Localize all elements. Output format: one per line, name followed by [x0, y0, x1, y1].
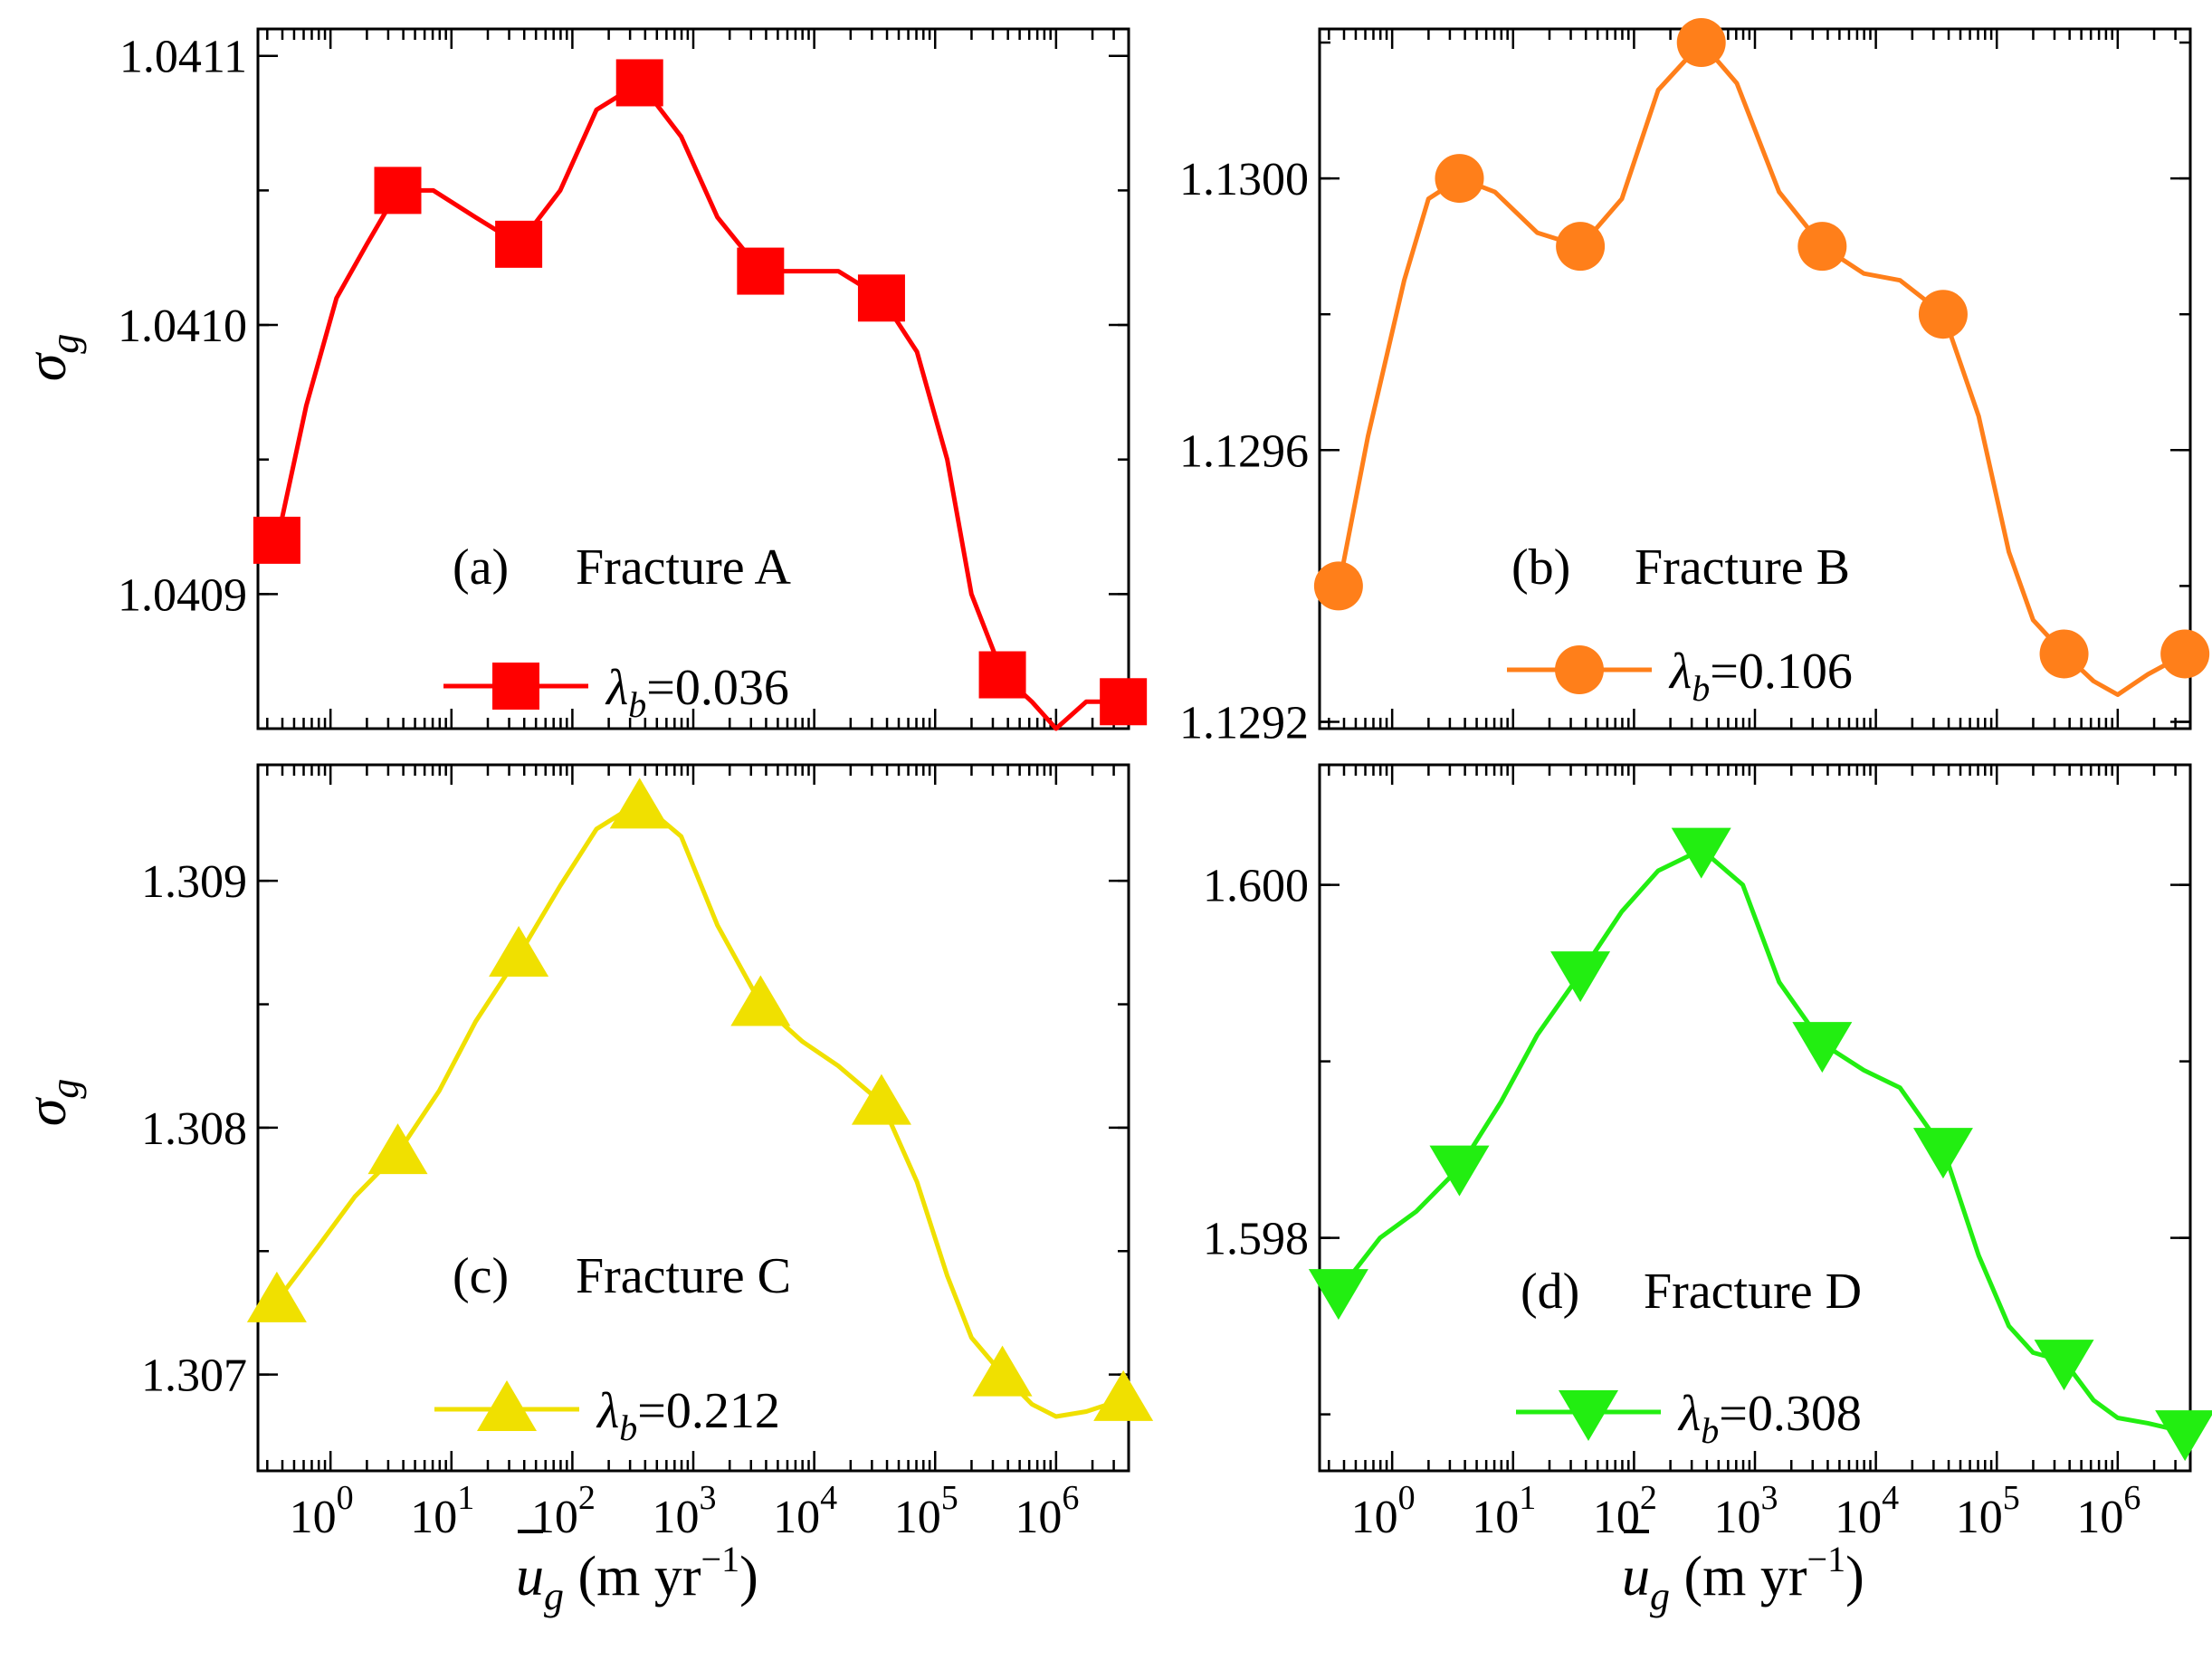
data-point — [1093, 1369, 1154, 1421]
y-tick-label: 1.307 — [141, 1350, 247, 1402]
x-tick-label: 102 — [1593, 1479, 1657, 1543]
data-point — [1912, 1128, 1973, 1179]
plot-frame — [256, 27, 1130, 730]
data-point — [1918, 290, 1968, 339]
svg-text:ug (m yr−1): ug (m yr−1) — [516, 1539, 758, 1618]
x-tick-label: 105 — [1956, 1479, 2020, 1543]
fracture-label: Fracture B — [1635, 539, 1850, 596]
legend-label: λb=0.036 — [605, 660, 789, 725]
data-point — [246, 1271, 307, 1322]
y-tick-label: 1.0409 — [118, 569, 247, 621]
data-point — [857, 274, 905, 322]
data-point — [489, 926, 549, 977]
y-tick-label: 1.0411 — [119, 32, 247, 83]
y-axis-title-bottom: σg — [16, 1079, 87, 1127]
fracture-label: Fracture A — [576, 539, 791, 596]
y-tick-label: 1.308 — [141, 1103, 247, 1155]
y-tick-label: 1.1296 — [1179, 425, 1309, 477]
y-tick-label: 1.598 — [1203, 1214, 1309, 1265]
legend-label: λb=0.212 — [596, 1383, 780, 1448]
data-point — [1671, 827, 1731, 879]
legend-label: λb=0.106 — [1668, 644, 1853, 709]
data-point — [367, 1123, 428, 1175]
x-tick-label: 100 — [290, 1479, 354, 1543]
series-line — [275, 799, 1125, 1419]
data-point — [737, 247, 785, 295]
data-point — [1556, 222, 1606, 272]
series-line — [1336, 40, 2187, 697]
data-point — [495, 220, 543, 268]
legend-marker — [1559, 1390, 1618, 1441]
x-tick-label: 101 — [410, 1479, 474, 1543]
panel-label: (a) — [453, 539, 509, 596]
data-point — [1313, 561, 1363, 611]
legend-marker — [492, 663, 539, 710]
data-point — [972, 1345, 1033, 1397]
y-tick-label: 1.0410 — [118, 301, 247, 352]
data-point — [1435, 154, 1484, 204]
panel-label: (c) — [453, 1248, 509, 1304]
data-point — [1429, 1145, 1490, 1197]
x-axis-title-left: ug (m yr−1) — [516, 1530, 758, 1618]
x-tick-label: 104 — [773, 1479, 837, 1543]
y-tick-label: 1.1292 — [1179, 697, 1309, 749]
y-axis-title-top: σg — [16, 334, 87, 382]
x-tick-label: 106 — [1015, 1479, 1079, 1543]
x-tick-label: 100 — [1351, 1479, 1416, 1543]
svg-text:ug (m yr−1): ug (m yr−1) — [1622, 1539, 1864, 1618]
x-tick-label: 106 — [2076, 1479, 2140, 1543]
y-tick-label: 1.1300 — [1179, 154, 1309, 205]
data-point — [2160, 629, 2210, 679]
data-point — [1792, 1022, 1853, 1073]
x-tick-label: 103 — [653, 1479, 717, 1543]
panel-a: 1.0409 1.0410 1.0411 (a) Fracture A λb=0.036 — [118, 27, 1148, 731]
x-tick-label: 104 — [1835, 1479, 1899, 1543]
y-tick-label: 1.600 — [1203, 861, 1309, 912]
legend-label: λb=0.308 — [1677, 1386, 1862, 1451]
data-point — [1550, 951, 1611, 1003]
panel-label: (d) — [1521, 1264, 1579, 1320]
data-point — [730, 975, 791, 1026]
x-tick-label: 105 — [894, 1479, 958, 1543]
x-tick-label: 101 — [1472, 1479, 1536, 1543]
legend-marker — [477, 1380, 537, 1431]
panel-c: 100 101 102 103 104 105 106 1.307 1.308 1.309 (c) F… — [141, 763, 1154, 1543]
data-point — [2039, 629, 2089, 679]
y-tick-label: 1.309 — [141, 856, 247, 908]
panel-label: (b) — [1511, 539, 1570, 596]
panel-d: 100 101 102 103 104 105 106 1.598 1.600 (d) Fractu… — [1203, 763, 2212, 1543]
data-point — [253, 516, 300, 564]
data-point — [1676, 18, 1726, 68]
data-point — [615, 59, 663, 107]
data-point — [2155, 1410, 2212, 1462]
data-point — [1797, 222, 1847, 272]
fracture-label: Fracture C — [576, 1248, 791, 1304]
data-point — [609, 778, 670, 829]
data-point — [851, 1073, 911, 1125]
x-axis-title-right: ug (m yr−1) — [1622, 1530, 1864, 1618]
data-point — [1100, 678, 1148, 726]
fracture-label: Fracture D — [1644, 1264, 1862, 1320]
legend-marker — [1555, 645, 1604, 694]
panel-b: 1.1292 1.1296 1.1300 (b) Fracture B λb=0.106 — [1179, 18, 2210, 749]
data-point — [1308, 1269, 1368, 1321]
data-point — [2034, 1340, 2094, 1391]
x-tick-label: 102 — [531, 1479, 596, 1543]
data-point — [978, 651, 1026, 699]
x-tick-label: 103 — [1714, 1479, 1778, 1543]
data-point — [374, 167, 422, 215]
